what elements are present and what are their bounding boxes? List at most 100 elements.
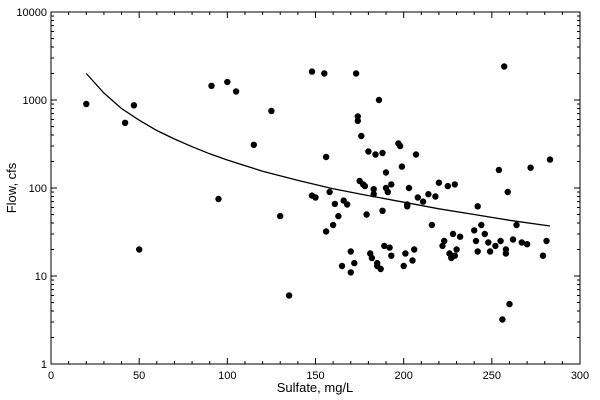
data-point xyxy=(451,181,458,188)
data-point xyxy=(388,181,395,188)
data-point xyxy=(379,207,386,214)
data-point xyxy=(268,107,275,115)
data-point xyxy=(428,221,436,229)
y-axis-label: Flow, cfs xyxy=(4,162,19,213)
data-point xyxy=(506,300,513,308)
data-point xyxy=(425,191,432,198)
data-point xyxy=(308,68,316,75)
data-point xyxy=(83,100,90,108)
data-point xyxy=(474,203,481,210)
x-tick-label: 300 xyxy=(571,370,589,382)
data-point xyxy=(331,200,339,208)
data-point xyxy=(501,63,508,70)
data-point xyxy=(398,163,406,170)
data-point xyxy=(444,182,451,190)
data-point xyxy=(386,244,393,251)
data-point xyxy=(523,241,531,248)
y-tick-label: 1000 xyxy=(23,95,47,107)
data-point xyxy=(372,151,379,158)
x-tick-label: 100 xyxy=(218,370,236,382)
data-point xyxy=(321,70,328,77)
x-tick-label: 250 xyxy=(483,370,501,382)
x-tick-label: 50 xyxy=(133,370,145,382)
data-point xyxy=(409,257,416,264)
data-point xyxy=(402,250,409,257)
data-point xyxy=(375,96,383,104)
points-layer xyxy=(83,63,554,323)
data-point xyxy=(382,169,390,176)
plot-frame xyxy=(50,11,581,365)
data-point xyxy=(277,212,284,220)
data-point xyxy=(347,269,354,276)
data-point xyxy=(344,201,351,208)
data-point xyxy=(370,186,377,193)
data-point xyxy=(439,242,446,250)
data-point xyxy=(285,292,293,299)
data-point xyxy=(504,188,511,196)
data-point xyxy=(335,212,342,220)
data-point xyxy=(449,230,457,238)
data-point xyxy=(453,246,460,253)
data-point xyxy=(388,252,395,259)
fit-curve-layer xyxy=(85,73,551,227)
data-point xyxy=(441,237,448,245)
x-tick-label: 150 xyxy=(306,370,324,382)
data-point xyxy=(224,78,231,86)
data-point xyxy=(368,254,376,262)
data-point xyxy=(215,195,222,203)
data-point xyxy=(379,149,386,157)
data-point xyxy=(121,119,129,127)
data-point xyxy=(363,211,370,218)
data-point xyxy=(492,242,499,250)
data-point xyxy=(250,141,257,148)
data-point xyxy=(396,142,404,150)
data-point xyxy=(136,246,143,253)
data-point xyxy=(513,221,520,229)
data-point xyxy=(502,250,510,257)
data-point xyxy=(474,248,481,255)
ticks: 0 50 100 150 200 250 300 1 10 100 1000 10000 xyxy=(16,7,589,382)
data-point xyxy=(539,252,547,259)
y-tick-label: 10000 xyxy=(16,7,47,19)
data-point xyxy=(451,252,458,259)
y-tick-label: 10 xyxy=(35,271,47,283)
data-point xyxy=(543,237,550,245)
data-point xyxy=(471,227,478,234)
data-point xyxy=(432,193,439,200)
data-point xyxy=(485,239,492,246)
data-point xyxy=(419,198,427,205)
data-point xyxy=(518,239,525,246)
data-point xyxy=(208,82,215,90)
y-tick-label: 1 xyxy=(41,359,47,371)
axes xyxy=(50,11,581,365)
data-point xyxy=(381,242,388,250)
data-point xyxy=(405,184,413,192)
data-point xyxy=(347,248,354,255)
data-point xyxy=(414,194,421,201)
data-point xyxy=(495,166,503,174)
data-point xyxy=(412,151,420,158)
data-point xyxy=(411,246,418,253)
data-point xyxy=(509,236,517,243)
data-point xyxy=(527,164,534,171)
data-point xyxy=(232,88,240,95)
data-point xyxy=(497,237,504,245)
data-point xyxy=(130,102,138,109)
data-point xyxy=(478,221,485,229)
x-axis-label: Sulfate, mg/L xyxy=(277,380,354,395)
data-point xyxy=(338,262,346,270)
data-point xyxy=(486,248,494,255)
data-point xyxy=(352,70,360,77)
x-tick-label: 0 xyxy=(48,370,54,382)
y-tick-label: 100 xyxy=(29,183,47,195)
fit-curve xyxy=(85,73,551,227)
data-point xyxy=(361,182,369,190)
data-point xyxy=(354,117,361,125)
data-point xyxy=(351,259,358,267)
data-point xyxy=(322,153,330,161)
data-point xyxy=(456,233,464,240)
data-point xyxy=(546,156,554,163)
data-point xyxy=(384,188,391,196)
data-point xyxy=(358,132,365,140)
